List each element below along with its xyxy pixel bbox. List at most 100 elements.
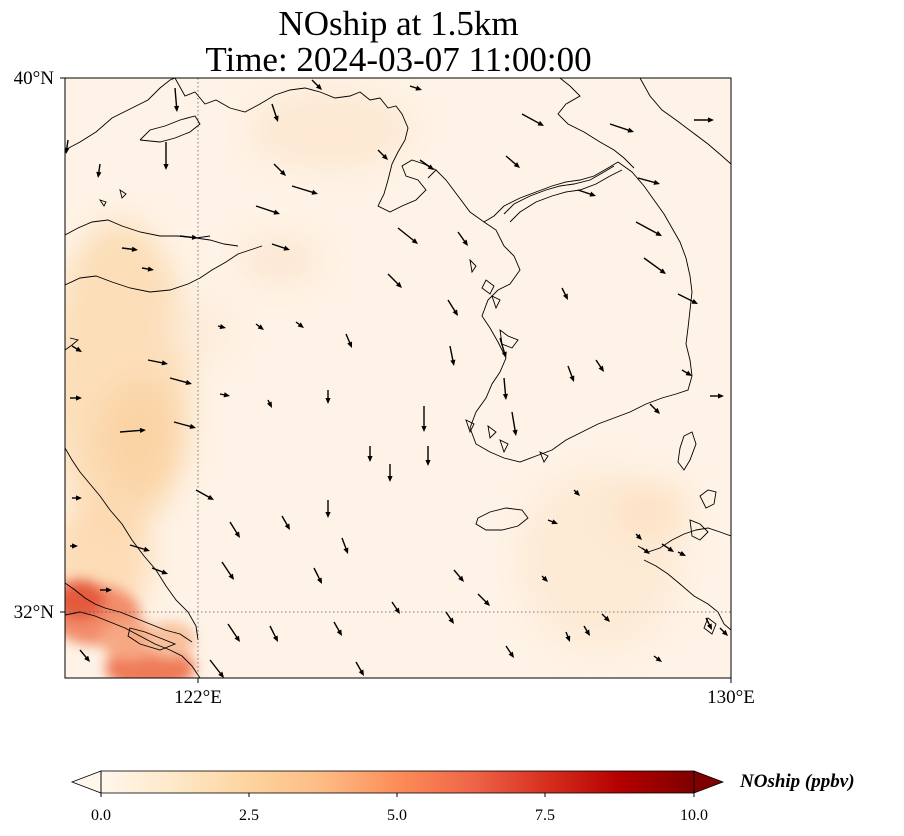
wind-vector-head bbox=[325, 398, 331, 404]
wind-vector-head bbox=[589, 191, 596, 197]
wind-vector-head bbox=[367, 456, 373, 462]
wind-vector-head bbox=[161, 569, 168, 575]
axis-ticks bbox=[60, 77, 732, 683]
wind-vector-head bbox=[708, 117, 714, 123]
wind-vector-head bbox=[573, 489, 580, 496]
wind-vector-head bbox=[450, 359, 456, 366]
wind-vector-shaft bbox=[174, 87, 178, 110]
wind-vector-head bbox=[72, 543, 78, 549]
wind-vector-head bbox=[387, 476, 393, 482]
wind-vector-head bbox=[598, 365, 604, 372]
wind-vector-head bbox=[425, 460, 431, 466]
wind-vector-head bbox=[421, 426, 427, 432]
wind-vector-head bbox=[565, 635, 571, 642]
lon-label-122e: 122°E bbox=[174, 687, 222, 708]
wind-vectors bbox=[65, 79, 728, 678]
wind-vector-head bbox=[207, 494, 214, 500]
colorbar-label: NOship (ppbv) bbox=[740, 771, 855, 792]
wind-vector-head bbox=[659, 268, 666, 274]
wind-vector-head bbox=[655, 230, 662, 236]
wind-vector-head bbox=[279, 169, 286, 176]
wind-vector-head bbox=[635, 533, 642, 540]
wind-vector-head bbox=[106, 587, 112, 593]
wind-vector-head bbox=[185, 379, 192, 385]
wind-vector-shaft bbox=[503, 377, 507, 398]
wind-vector-shaft bbox=[511, 411, 517, 434]
wind-vector-head bbox=[562, 293, 568, 300]
colorbar-tick-0: 0.0 bbox=[91, 807, 111, 824]
wind-vector-head bbox=[228, 573, 234, 580]
map-frame bbox=[64, 77, 732, 679]
wind-vector-head bbox=[76, 495, 82, 501]
wind-vector-head bbox=[501, 351, 507, 358]
wind-vector-head bbox=[411, 238, 418, 244]
wind-vector-head bbox=[569, 375, 575, 382]
wind-vector-head bbox=[131, 246, 138, 252]
wind-vector-head bbox=[718, 393, 724, 399]
wind-vector-head bbox=[721, 629, 728, 636]
wind-vector-head bbox=[315, 83, 322, 90]
wind-vector-head bbox=[191, 234, 198, 240]
colorbar-gradient bbox=[101, 771, 694, 793]
colorbar-tick-3: 7.5 bbox=[535, 807, 555, 824]
wind-vector-head bbox=[395, 281, 402, 288]
wind-vector-head bbox=[706, 623, 712, 630]
wind-vector-head bbox=[234, 635, 240, 642]
wind-vector-head bbox=[65, 147, 70, 154]
wind-vector-head bbox=[679, 550, 686, 556]
wind-vector-head bbox=[223, 392, 230, 398]
wind-vector-head bbox=[76, 395, 82, 401]
wind-vector-head bbox=[234, 531, 240, 538]
colorbar-extend-high bbox=[693, 770, 725, 794]
wind-vector-head bbox=[189, 423, 196, 429]
wind-vector-shaft bbox=[643, 257, 664, 273]
wind-vector-head bbox=[272, 635, 278, 642]
wind-vector-shaft bbox=[227, 623, 239, 640]
wind-vector-head bbox=[336, 629, 342, 636]
wind-vector-shaft bbox=[397, 227, 417, 243]
colorbar bbox=[70, 770, 725, 797]
wind-vector-head bbox=[508, 651, 514, 658]
wind-vector-head bbox=[273, 209, 280, 215]
wind-vector-head bbox=[343, 547, 349, 554]
coastline bbox=[65, 78, 731, 678]
wind-vector-head bbox=[163, 164, 169, 170]
wind-vector-head bbox=[147, 266, 154, 272]
wind-vector-head bbox=[537, 120, 544, 126]
wind-vector-head bbox=[483, 599, 490, 606]
wind-vector-head bbox=[84, 655, 90, 662]
wind-vector-head bbox=[513, 162, 520, 168]
wind-vector-head bbox=[551, 519, 558, 525]
map-title-line2: Time: 2024-03-07 11:00:00 bbox=[205, 40, 592, 79]
wind-vector-head bbox=[415, 85, 422, 91]
wind-vector-head bbox=[394, 607, 400, 614]
wind-vector-shaft bbox=[221, 561, 233, 578]
wind-vector-head bbox=[462, 239, 468, 246]
wind-vector-head bbox=[655, 656, 662, 662]
lon-label-130e: 130°E bbox=[707, 687, 755, 708]
colorbar-tick-1: 2.5 bbox=[239, 807, 259, 824]
lat-label-32n: 32°N bbox=[13, 602, 54, 623]
wind-vector-head bbox=[257, 324, 264, 330]
wind-vector-head bbox=[173, 105, 180, 112]
wind-vector-shaft bbox=[173, 421, 194, 428]
wind-vector-head bbox=[448, 617, 454, 624]
wind-vector-shaft bbox=[637, 177, 658, 184]
wind-vector-head bbox=[691, 298, 698, 304]
wind-vector-head bbox=[452, 309, 458, 316]
wind-vector-head bbox=[653, 179, 660, 185]
wind-vector-head bbox=[603, 615, 610, 622]
wind-vector-head bbox=[512, 429, 518, 436]
wind-vector-head bbox=[458, 575, 464, 582]
wind-vector-shaft bbox=[609, 123, 632, 132]
wind-vector-head bbox=[584, 629, 590, 636]
wind-vector-head bbox=[311, 189, 318, 195]
wind-vector-head bbox=[347, 341, 353, 348]
wind-vector-head bbox=[139, 427, 146, 434]
wind-vector-head bbox=[161, 360, 168, 366]
wind-vector-head bbox=[627, 127, 634, 133]
wind-vector-head bbox=[266, 401, 272, 408]
wind-vector-shaft bbox=[291, 185, 316, 194]
wind-vector-head bbox=[284, 523, 290, 530]
